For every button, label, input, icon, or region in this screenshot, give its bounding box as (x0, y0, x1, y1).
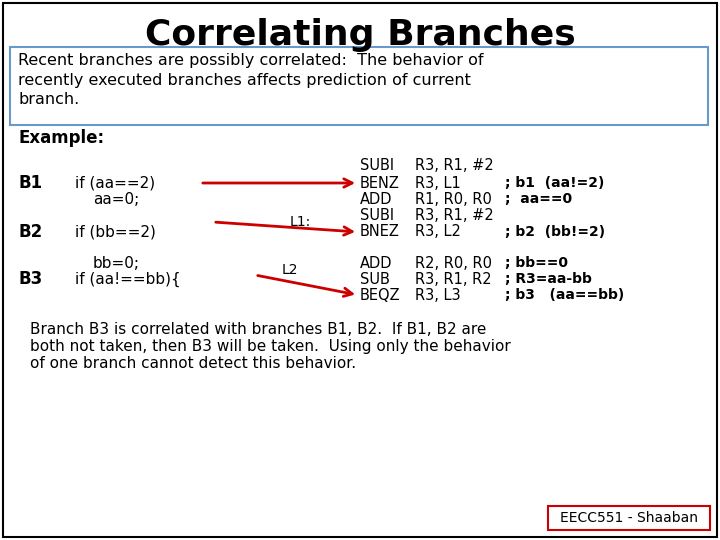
Text: ; b2  (bb!=2): ; b2 (bb!=2) (505, 225, 605, 239)
Text: of one branch cannot detect this behavior.: of one branch cannot detect this behavio… (30, 356, 356, 372)
Bar (548, 506, 710, 530)
Text: bb=0;: bb=0; (93, 255, 140, 271)
Text: ; bb==0: ; bb==0 (505, 256, 568, 270)
Text: L1:: L1: (290, 215, 311, 229)
Text: EECC551 - Shaaban: EECC551 - Shaaban (560, 511, 698, 525)
Text: R3, R1, R2: R3, R1, R2 (415, 272, 492, 287)
Text: aa=0;: aa=0; (93, 192, 139, 206)
Text: ADD: ADD (360, 255, 392, 271)
Text: ;  aa==0: ; aa==0 (505, 192, 572, 206)
Text: BEQZ: BEQZ (360, 287, 400, 302)
Text: R3, R1, #2: R3, R1, #2 (415, 159, 494, 173)
Text: if (bb==2): if (bb==2) (75, 225, 156, 240)
Text: recently executed branches affects prediction of current: recently executed branches affects predi… (18, 72, 471, 87)
Text: BNEZ: BNEZ (360, 225, 400, 240)
Text: R3, R1, #2: R3, R1, #2 (415, 207, 494, 222)
Text: R1, R0, R0: R1, R0, R0 (415, 192, 492, 206)
Text: B1: B1 (18, 174, 42, 192)
Bar (10, 47, 708, 125)
Text: B3: B3 (18, 270, 42, 288)
Text: if (aa==2): if (aa==2) (75, 176, 155, 191)
Text: ; R3=aa-bb: ; R3=aa-bb (505, 272, 592, 286)
Text: ADD: ADD (360, 192, 392, 206)
Text: Correlating Branches: Correlating Branches (145, 18, 575, 52)
Text: Branch B3 is correlated with branches B1, B2.  If B1, B2 are: Branch B3 is correlated with branches B1… (30, 322, 487, 338)
Text: both not taken, then B3 will be taken.  Using only the behavior: both not taken, then B3 will be taken. U… (30, 340, 510, 354)
Text: ; b1  (aa!=2): ; b1 (aa!=2) (505, 176, 604, 190)
Text: B2: B2 (18, 223, 42, 241)
Text: SUBI: SUBI (360, 207, 394, 222)
Text: L2: L2 (282, 263, 299, 277)
Text: Example:: Example: (18, 129, 104, 147)
Text: Recent branches are possibly correlated:  The behavior of: Recent branches are possibly correlated:… (18, 53, 484, 69)
Text: if (aa!==bb){: if (aa!==bb){ (75, 272, 181, 287)
Text: ; b3   (aa==bb): ; b3 (aa==bb) (505, 288, 624, 302)
Text: R3, L1: R3, L1 (415, 176, 461, 191)
Text: branch.: branch. (18, 91, 79, 106)
Text: SUB: SUB (360, 272, 390, 287)
Text: BENZ: BENZ (360, 176, 400, 191)
Text: SUBI: SUBI (360, 159, 394, 173)
Text: R2, R0, R0: R2, R0, R0 (415, 255, 492, 271)
Text: R3, L3: R3, L3 (415, 287, 461, 302)
Text: R3, L2: R3, L2 (415, 225, 461, 240)
